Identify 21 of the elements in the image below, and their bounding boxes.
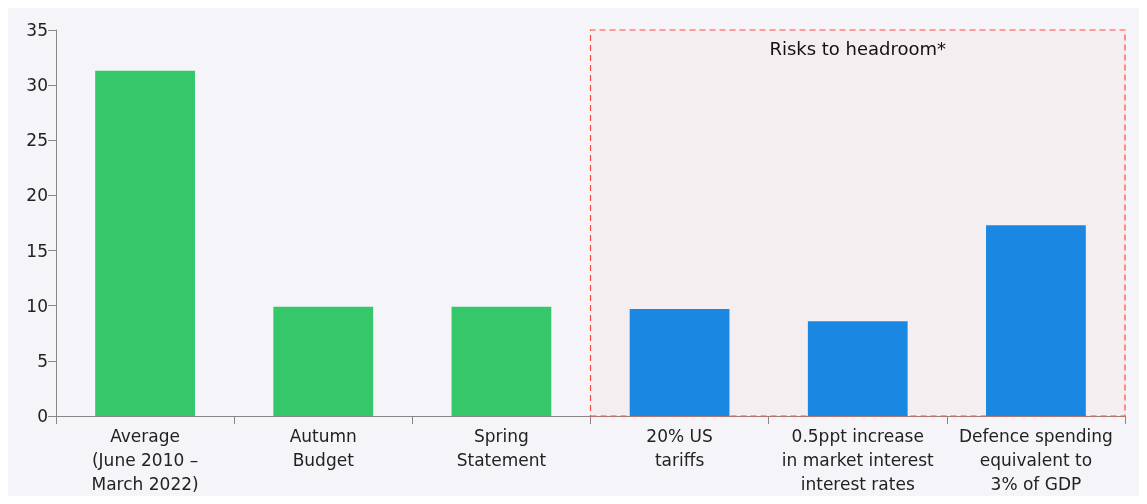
- bar: [807, 321, 908, 416]
- bar: [95, 70, 195, 416]
- y-tick-label: 35: [26, 20, 48, 40]
- band-label: Risks to headroom*: [769, 37, 947, 59]
- x-tick-label: Spring Statement: [456, 426, 547, 470]
- y-tick-label: 0: [37, 406, 48, 426]
- x-tick-label: 0.5ppt increase in market interest interest rates: [781, 426, 935, 494]
- y-tick-label: 25: [26, 130, 48, 151]
- bar: [986, 225, 1086, 416]
- y-tick-label: 20: [26, 185, 48, 206]
- y-tick-label: 30: [26, 75, 48, 96]
- bar: [629, 309, 730, 416]
- y-tick-label: 10: [26, 295, 48, 316]
- bar: [451, 306, 552, 416]
- y-tick-label: 15: [26, 240, 48, 261]
- x-tick-label: Average (June 2010 – March 2022): [91, 426, 199, 494]
- bar: [273, 306, 374, 416]
- x-tick-label: Autumn Budget: [289, 426, 357, 470]
- y-tick-label: 5: [37, 350, 48, 371]
- x-tick-label: 20% US tariffs: [646, 426, 713, 470]
- x-tick-label: Defence spending equivalent to 3% of GDP: [958, 426, 1113, 494]
